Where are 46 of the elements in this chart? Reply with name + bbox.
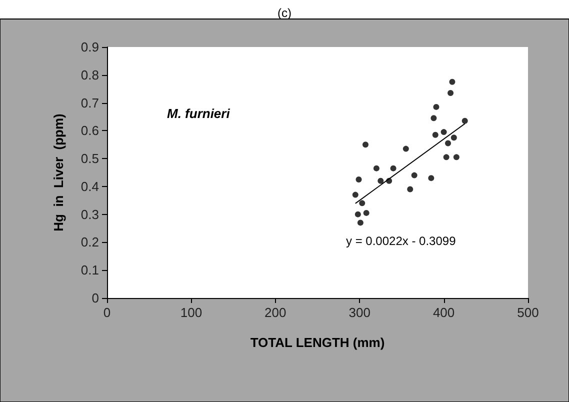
x-tick-label: 500 [517, 305, 539, 320]
x-tick-label: 300 [348, 305, 370, 320]
y-tick-label: 0.6 [80, 123, 99, 138]
point [433, 104, 440, 110]
point [411, 172, 418, 178]
point [428, 175, 434, 182]
y-tick-label: 0.4 [80, 178, 99, 194]
annotation: y = 0.0022x - 0.3099 [346, 234, 456, 248]
point [357, 220, 364, 226]
y-tick-label: 0.5 [80, 151, 99, 166]
point [356, 176, 362, 182]
point [449, 78, 456, 85]
y-axis-title: Hg in Liver (ppm) [51, 114, 66, 232]
x-tick-label: 200 [264, 305, 286, 320]
y-tick-label: 0.2 [80, 234, 99, 250]
x-tick-label: 0 [103, 305, 111, 320]
y-tick-label: 0.8 [80, 67, 99, 82]
point [450, 134, 457, 141]
point [402, 146, 409, 152]
point [462, 118, 468, 124]
point [440, 129, 447, 136]
point [443, 154, 450, 160]
annotation: M. furnieri [167, 106, 230, 121]
point [373, 165, 380, 172]
y-tick-label: 0.3 [80, 206, 99, 222]
point [354, 211, 361, 218]
point [445, 140, 452, 146]
x-tick-label: 400 [432, 305, 455, 320]
point [359, 200, 366, 206]
point [407, 186, 414, 192]
y-tick-label: 0.9 [80, 40, 99, 54]
point [430, 115, 437, 122]
point [448, 90, 454, 96]
x-tick-label: 100 [180, 305, 202, 320]
point [352, 192, 358, 198]
y-tick-label: 0.7 [80, 95, 99, 110]
point [362, 142, 368, 148]
point [378, 178, 384, 184]
y-tick-label: 0 [92, 290, 99, 306]
point [386, 178, 392, 184]
y-tick-label: 0.1 [80, 262, 99, 278]
x-axis-title: TOTAL LENGTH (mm) [250, 335, 385, 350]
point [453, 154, 460, 160]
point [390, 165, 396, 172]
point [363, 210, 370, 216]
point [432, 132, 438, 138]
